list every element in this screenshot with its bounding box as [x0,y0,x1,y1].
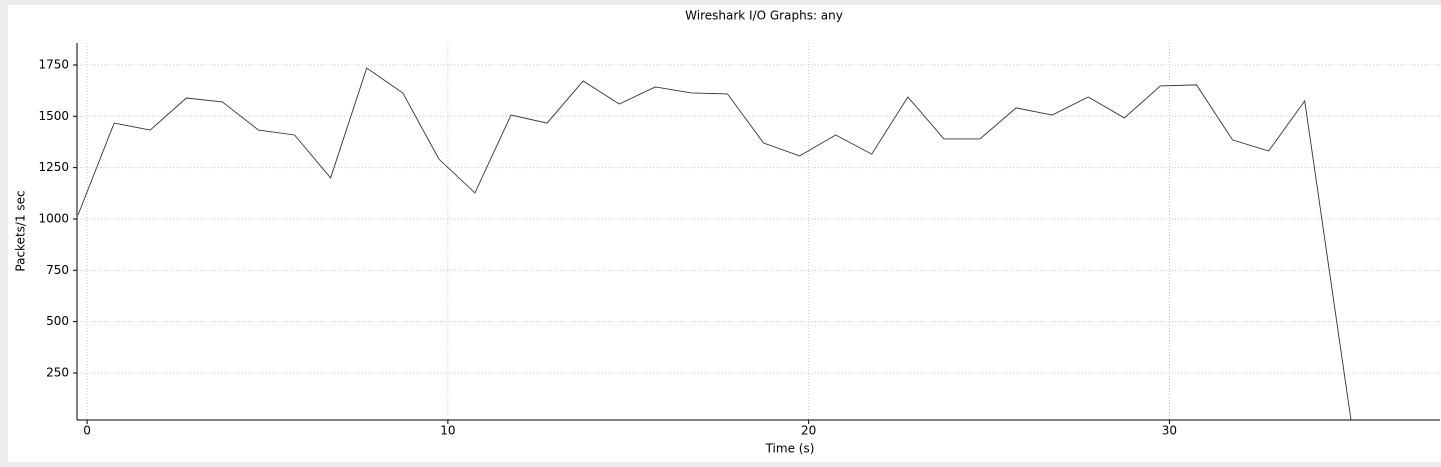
x-tick-label: 20 [801,424,816,438]
y-axis-label: Packets/1 sec [14,190,28,271]
y-tick-label: 1750 [38,57,69,71]
y-tick-label: 1000 [38,211,69,225]
x-axis-label: Time (s) [765,442,815,456]
panel [8,5,1441,462]
y-tick-label: 500 [46,314,69,328]
x-tick-label: 30 [1162,424,1177,438]
y-tick-label: 1250 [38,160,69,174]
x-tick-label: 0 [83,424,91,438]
chart-title: Wireshark I/O Graphs: any [685,9,843,23]
y-tick-label: 750 [46,263,69,277]
series-line [77,67,1352,420]
y-tick-label: 1500 [38,109,69,123]
grid [77,43,1440,420]
y-tick-label: 250 [46,365,69,379]
x-tick-label: 10 [440,424,455,438]
